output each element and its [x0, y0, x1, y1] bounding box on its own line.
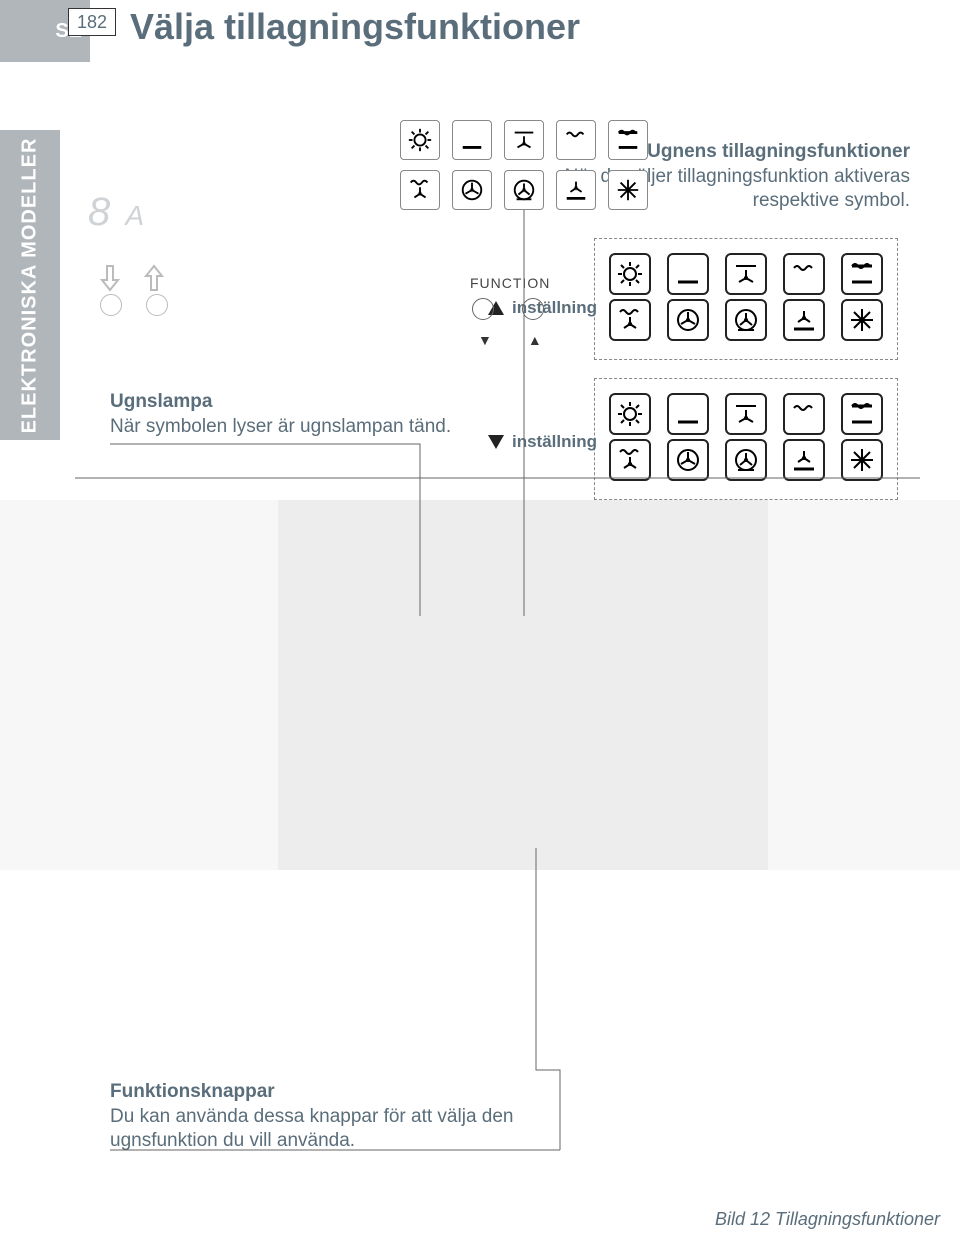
fan-circle-icon: [667, 439, 709, 481]
function-down-button[interactable]: [472, 298, 494, 320]
grill-icon: [783, 253, 825, 295]
bottom-heat-icon: [667, 393, 709, 435]
fan-top-icon: [504, 120, 544, 160]
function-buttons-text: Funktionsknappar Du kan använda dessa kn…: [110, 1080, 540, 1154]
triangle-down-icon: ▼: [478, 332, 492, 348]
defrost-icon: [608, 170, 648, 210]
top-bottom-icon: [608, 120, 648, 160]
top-bottom-icon: [841, 393, 883, 435]
light-icon: [400, 120, 440, 160]
function-label: FUNCTION: [470, 275, 550, 291]
panel-function-icons: [400, 120, 648, 210]
fan-ring-icon: [725, 439, 767, 481]
page-number: 182: [68, 8, 116, 36]
lamp-heading: Ugnslampa: [110, 390, 470, 415]
top-bottom-icon: [841, 253, 883, 295]
fan-top-icon: [725, 253, 767, 295]
flow-diagram-down: [594, 378, 898, 500]
control-panel-inner: [278, 500, 768, 870]
bottom-heat-icon: [667, 253, 709, 295]
function-up-button[interactable]: [522, 298, 544, 320]
triangle-up-icon: ▲: [528, 332, 542, 348]
fan-top-icon: [725, 393, 767, 435]
button-icon[interactable]: [100, 294, 122, 316]
function-buttons-heading: Funktionsknappar: [110, 1080, 540, 1105]
light-icon: [609, 253, 651, 295]
fan-bottom-icon: [556, 170, 596, 210]
lamp-text: Ugnslampa När symbolen lyser är ugnslamp…: [110, 390, 470, 439]
fan-ring-icon: [504, 170, 544, 210]
fan-bottom-icon: [783, 299, 825, 341]
arrow-up-icon: [144, 264, 164, 292]
bottom-heat-icon: [452, 120, 492, 160]
arrow-down-icon: [100, 264, 120, 292]
display-digit: 8: [88, 190, 112, 234]
lamp-body: När symbolen lyser är ugnslampan tänd.: [110, 415, 470, 440]
page-number-value: 182: [77, 12, 107, 33]
function-buttons: [472, 298, 544, 320]
fan-circle-icon: [667, 299, 709, 341]
grill-icon: [783, 393, 825, 435]
fan-grill-icon: [400, 170, 440, 210]
function-buttons-body: Du kan använda dessa knappar för att väl…: [110, 1105, 540, 1154]
section-tab: ELEKTRONISKA MODELLER: [0, 130, 60, 440]
fan-grill-icon: [609, 439, 651, 481]
figure-caption: Bild 12 Tillagningsfunktioner: [715, 1209, 940, 1230]
defrost-icon: [841, 439, 883, 481]
setting-down: inställning: [488, 432, 597, 452]
fan-ring-icon: [725, 299, 767, 341]
control-panel: [0, 500, 960, 870]
display-suffix: A: [125, 200, 146, 231]
function-triangles: ▼ ▲: [478, 332, 542, 348]
fan-bottom-icon: [783, 439, 825, 481]
grill-icon: [556, 120, 596, 160]
button-icon[interactable]: [146, 294, 168, 316]
fan-circle-icon: [452, 170, 492, 210]
fan-grill-icon: [609, 299, 651, 341]
setting-label: inställning: [512, 432, 597, 452]
temp-arrows: [100, 264, 164, 292]
triangle-down-icon: [488, 435, 504, 449]
section-tab-label: ELEKTRONISKA MODELLER: [19, 137, 42, 433]
flow-diagram-up: [594, 238, 898, 360]
defrost-icon: [841, 299, 883, 341]
temp-buttons: [100, 294, 168, 316]
light-icon: [609, 393, 651, 435]
page-title: Välja tillagningsfunktioner: [130, 6, 580, 48]
seven-segment-display: 8 A: [88, 190, 146, 235]
